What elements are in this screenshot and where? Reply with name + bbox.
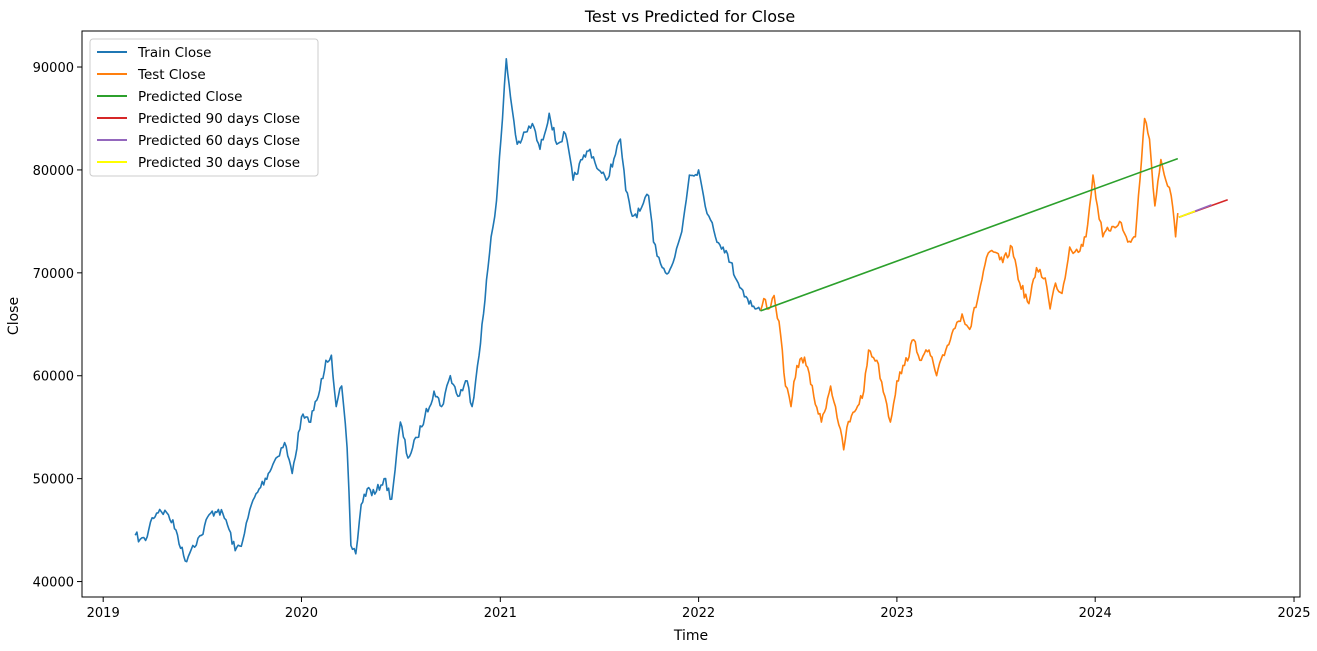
- x-tick-label: 2021: [484, 606, 517, 621]
- x-axis: 2019 2020 2021 2022 2023 2024 2025: [87, 597, 1311, 621]
- x-tick-label: 2020: [285, 606, 318, 621]
- x-tick-label: 2019: [87, 606, 120, 621]
- legend-label: Train Close: [137, 45, 211, 61]
- x-tick-label: 2023: [880, 606, 913, 621]
- plot-frame: [81, 30, 1301, 598]
- y-tick-label: 80000: [33, 164, 74, 179]
- legend-label: Predicted Close: [138, 89, 242, 105]
- legend-box: [89, 38, 319, 177]
- x-axis-label: Time: [673, 628, 708, 644]
- legend: Train Close Test Close Predicted Close Pred…: [89, 38, 319, 177]
- y-tick-label: 70000: [33, 267, 74, 282]
- y-tick-label: 60000: [33, 370, 74, 385]
- legend-label: Predicted 60 days Close: [138, 133, 300, 149]
- x-tick-label: 2022: [682, 606, 715, 621]
- series-line-1: [759, 117, 1179, 451]
- plot-lines: [134, 58, 1228, 563]
- legend-label: Predicted 90 days Close: [138, 111, 300, 127]
- y-tick-label: 90000: [33, 61, 74, 76]
- x-tick-label: 2025: [1277, 606, 1310, 621]
- series-line-0: [134, 58, 762, 563]
- y-axis: 40000 50000 60000 70000 80000 90000: [33, 61, 82, 591]
- x-tick-label: 2024: [1079, 606, 1112, 621]
- legend-label: Predicted 30 days Close: [138, 155, 300, 171]
- series-line-2: [760, 157, 1179, 312]
- series-line-5: [1178, 210, 1196, 219]
- y-axis-label: Close: [6, 297, 22, 335]
- chart-title: Test vs Predicted for Close: [584, 7, 795, 26]
- y-tick-label: 50000: [33, 473, 74, 488]
- y-tick-label: 40000: [33, 576, 74, 591]
- legend-label: Test Close: [137, 67, 206, 83]
